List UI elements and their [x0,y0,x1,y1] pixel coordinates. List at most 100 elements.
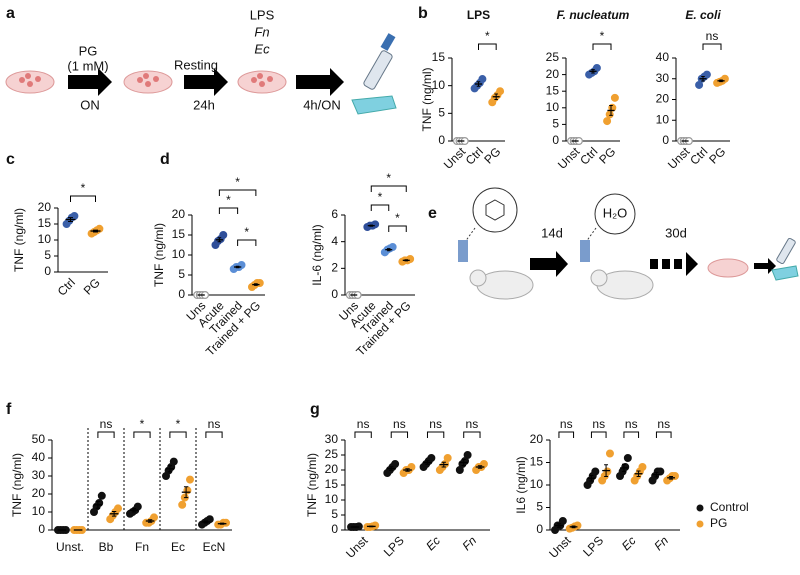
data-point [186,475,195,484]
bracket [97,431,115,438]
bubble [594,193,636,235]
y-tick-label: 15 [38,216,52,230]
data-point [219,231,228,240]
y-tick-label: 30 [656,71,670,85]
error-bar [571,525,576,529]
error-bar [167,465,173,473]
data-point [591,467,600,476]
diagram-text: PG [79,43,98,58]
panel-label: f [6,401,12,418]
bracket [237,239,257,246]
bracket [702,43,722,50]
bracket [70,195,96,202]
significance-label: ns [393,417,406,431]
data-point [113,504,122,513]
bracket [463,431,481,438]
data-point [496,87,505,96]
y-tick-label: 5 [331,507,338,521]
bracket [390,431,409,438]
legend-marker [696,504,704,512]
y-tick-label: 10 [546,100,560,114]
panel-label: g [310,401,320,418]
y-tick-label: 20 [325,462,339,476]
data-point [205,515,214,524]
significance-label: ns [100,417,113,431]
y-tick-label: 25 [546,50,560,64]
data-point [605,449,614,458]
significance-label: * [226,193,231,207]
x-tick-label: PG [706,144,728,166]
y-tick-label: 40 [32,450,46,464]
y-tick-label: 0 [552,133,559,147]
connector [585,227,597,243]
data-point [605,110,614,119]
diagram-text: Ec [254,41,270,56]
x-tick-label: Fn [135,540,149,554]
error-bar [183,486,189,499]
x-tick-label: LPS [580,533,606,559]
y-tick-label: 20 [38,200,52,214]
plate [771,265,799,281]
bracket [169,431,187,438]
panel-label: a [6,5,15,22]
bubble [472,187,518,233]
bracket [426,431,445,438]
panel-label: b [418,5,428,22]
error-bar [235,265,240,269]
y-tick-label: 20 [32,486,46,500]
error-bar [147,519,153,523]
significance-label: ns [560,417,573,431]
diagram-text: H₂O [603,205,628,220]
cells [19,73,273,87]
error-bar [111,510,117,517]
bracket [388,225,407,232]
x-tick-label: Unst [546,533,574,561]
y-tick-label: 5 [552,117,559,131]
significance-label: * [81,181,86,195]
y-tick-label: 25 [325,447,339,461]
legend-marker [696,520,704,528]
error-bar [589,475,594,482]
panel-label: d [160,151,170,168]
error-bar [636,470,641,477]
arrow [754,258,776,274]
legend-label: Control [710,500,749,514]
bracket [590,431,607,438]
diagram-a: PG (1 mM) ON Resting 24h LPS Fn Ec 4h/ON [5,7,397,115]
bracket [558,431,575,438]
y-tick-label: 20 [530,432,544,446]
significance-label: ns [657,417,670,431]
bracket [205,431,223,438]
significance-label: ns [592,417,605,431]
significance-label: * [378,190,383,204]
error-bar [203,520,209,524]
y-tick-label: 15 [546,83,560,97]
x-tick-label: EcN [203,540,226,554]
data-point [478,75,487,84]
diagram-text: LPS [250,7,275,22]
bracket [478,43,497,50]
data-point [623,454,632,463]
dish [707,258,749,278]
y-tick-label: 15 [172,227,186,241]
significance-label: ns [357,417,370,431]
chart-title: LPS [467,8,490,22]
data-point [443,454,452,463]
y-tick-label: 0 [38,522,45,536]
y-axis-label: TNF (ng/ml) [305,453,319,517]
y-axis-label: TNF (ng/ml) [152,223,166,287]
x-tick-label: Ctrl [55,275,78,298]
y-tick-label: 15 [325,477,339,491]
data-point [603,467,612,476]
y-tick-label: 40 [656,50,670,64]
data-point [371,521,380,530]
x-tick-label: Fn [651,533,671,553]
error-bar [477,465,483,469]
error-bar [68,217,73,222]
data-point [371,220,380,229]
bracket [354,431,372,438]
x-tick-label: Ec [423,533,443,553]
error-bar [591,69,595,74]
error-bar [93,229,98,233]
x-tick-label: LPS [381,533,407,559]
